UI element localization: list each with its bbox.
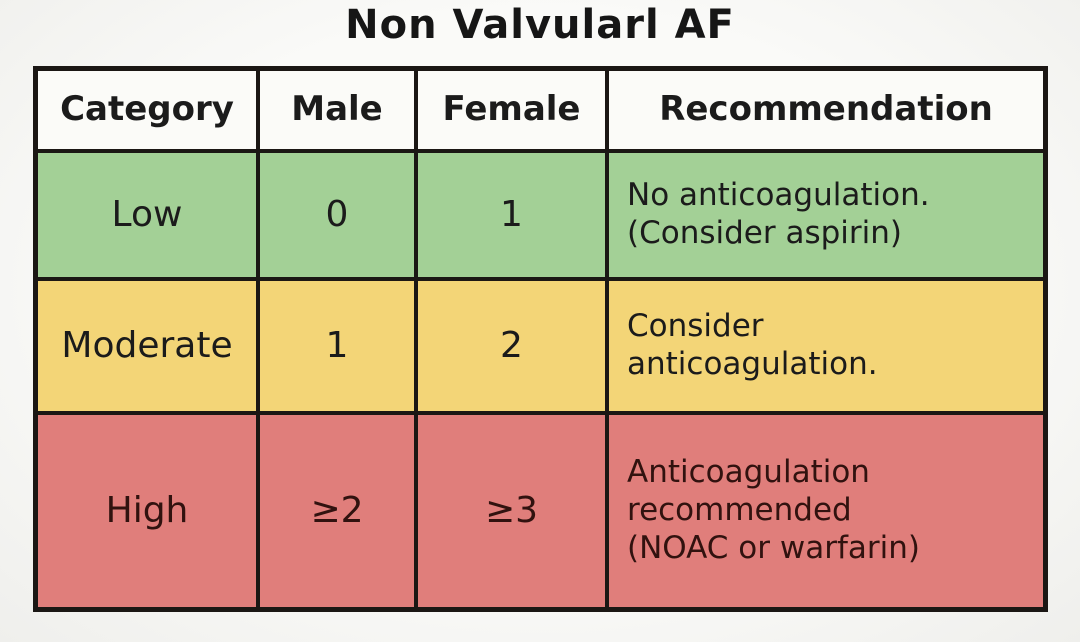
cell-high-recommendation: Anticoagulation recommended (NOAC or war…	[609, 415, 1043, 607]
cell-moderate-category: Moderate	[38, 281, 256, 411]
header-male: Male	[260, 71, 414, 149]
page-title: Non Valvularl AF	[345, 2, 735, 48]
cell-moderate-female-score: 2	[418, 281, 605, 411]
cell-low-recommendation: No anticoagulation. (Consider aspirin)	[609, 153, 1043, 277]
header-category: Category	[38, 71, 256, 149]
cell-moderate-recommendation: Consider anticoagulation.	[609, 281, 1043, 411]
cell-low-male-score: 0	[260, 153, 414, 277]
cell-low-category: Low	[38, 153, 256, 277]
header-recommendation: Recommendation	[609, 71, 1043, 149]
cell-low-female-score: 1	[418, 153, 605, 277]
cell-moderate-male-score: 1	[260, 281, 414, 411]
risk-table: Category Male Female Recommendation Low …	[33, 66, 1048, 612]
header-female: Female	[418, 71, 605, 149]
cell-high-male-score: ≥2	[260, 415, 414, 607]
cell-high-female-score: ≥3	[418, 415, 605, 607]
cell-high-category: High	[38, 415, 256, 607]
